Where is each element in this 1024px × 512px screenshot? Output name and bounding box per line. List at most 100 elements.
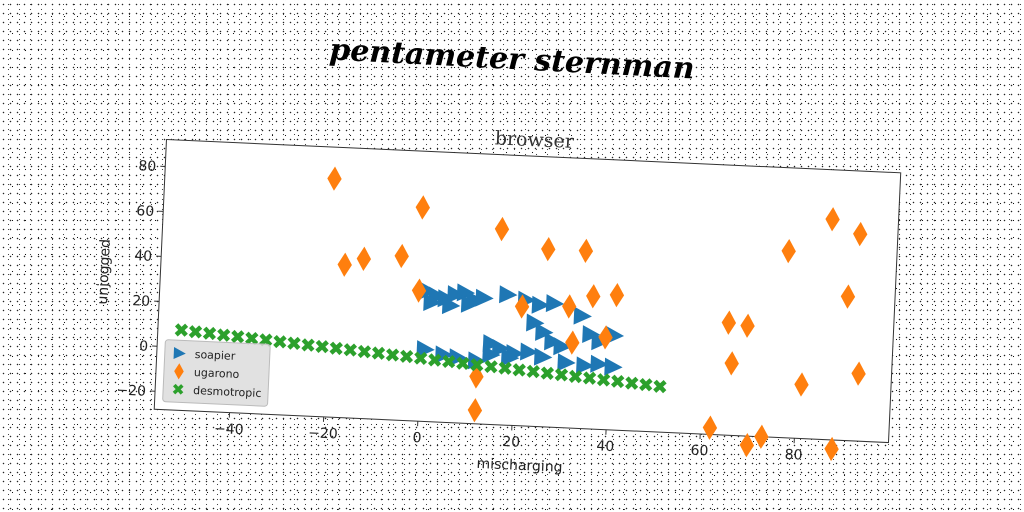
y-tick-label: 60: [136, 203, 155, 220]
legend-marker-soapier: [173, 347, 186, 360]
ugarono-point: [578, 238, 594, 264]
desmotropic-point: [371, 346, 386, 360]
soapier-point: [423, 293, 442, 312]
soapier-point: [573, 306, 592, 325]
soapier-point: [544, 332, 563, 351]
soapier-point: [475, 288, 494, 307]
soapier-point: [499, 285, 518, 304]
desmotropic-point: [470, 358, 484, 372]
ugarono-point: [562, 294, 577, 319]
y-axis-label: unjogged: [95, 239, 114, 305]
desmotropic-point: [554, 368, 569, 382]
desmotropic-point: [625, 376, 639, 390]
chart-title: browser: [494, 127, 575, 153]
ugarono-point: [851, 361, 866, 386]
desmotropic-point: [174, 323, 189, 337]
desmotropic-point: [596, 373, 611, 387]
chart-container: browser −40 −20 0 20 40 60 80 −20 0 20 40 60 80 misc…: [82, 91, 927, 488]
ugarono-point: [794, 372, 809, 397]
y-tick-label: 20: [132, 293, 151, 310]
x-tick-label: 20: [502, 434, 521, 451]
desmotropic-point: [413, 351, 428, 365]
series-desmotropic: [174, 323, 667, 394]
desmotropic-point: [498, 361, 512, 375]
ugarono-point: [825, 207, 840, 232]
desmotropic-point: [512, 363, 526, 377]
ugarono-point: [740, 313, 755, 338]
desmotropic-point: [456, 356, 470, 371]
legend-marker-ugarono: [174, 363, 184, 380]
ugarono-point: [467, 398, 483, 423]
desmotropic-point: [639, 377, 653, 392]
ugarono-point: [394, 243, 409, 269]
desmotropic-point: [653, 379, 667, 394]
desmotropic-point: [245, 331, 259, 346]
soapier-point: [482, 334, 502, 353]
soapier-point: [520, 342, 539, 361]
soapier-point: [531, 295, 550, 314]
ugarono-point: [598, 325, 613, 350]
legend-label-desmotropic: desmotropic: [193, 384, 262, 400]
legend-box: [162, 339, 271, 407]
soapier-point: [416, 340, 435, 359]
desmotropic-point: [273, 334, 287, 349]
ugarono-point: [609, 282, 625, 308]
ugarono-point: [337, 252, 352, 277]
ugarono-point: [721, 310, 737, 335]
axis-ticks: −40 −20 0 20 40 60 80 −20 0 20 40 60 80: [116, 158, 803, 464]
desmotropic-point: [442, 354, 456, 369]
y-tick-label: 80: [138, 158, 157, 175]
soapier-point: [526, 313, 545, 332]
soapier-point: [582, 325, 601, 344]
ugarono-point: [702, 415, 718, 440]
ugarono-point: [494, 216, 510, 242]
ugarono-point: [754, 424, 769, 449]
plot-area: [153, 138, 902, 444]
ugarono-point: [411, 278, 427, 303]
x-tick-label: 60: [690, 443, 709, 460]
desmotropic-point: [427, 353, 442, 367]
soapier-point: [467, 351, 487, 370]
soapier-point: [533, 347, 553, 366]
ugarono-point: [824, 436, 839, 462]
ugarono-point: [565, 330, 580, 355]
y-tick-label: −20: [116, 382, 146, 399]
ugarono-point: [853, 221, 868, 247]
ugarono-point: [514, 294, 530, 319]
legend-marker-desmotropic: [172, 383, 184, 395]
desmotropic-point: [343, 343, 358, 357]
ugarono-point: [327, 166, 342, 191]
soapier-point: [604, 357, 623, 376]
soapier-point: [447, 285, 466, 304]
ugarono-point: [415, 195, 430, 220]
ugarono-point: [586, 284, 601, 309]
soapier-point: [482, 345, 501, 364]
desmotropic-point: [385, 348, 400, 362]
x-tick-label: −40: [214, 421, 244, 438]
desmotropic-point: [188, 325, 203, 339]
desmotropic-point: [259, 333, 273, 347]
ugarono-point: [781, 238, 796, 264]
soapier-point: [437, 289, 456, 308]
desmotropic-point: [301, 338, 315, 352]
soapier-point: [590, 354, 609, 373]
x-tick-label: 80: [784, 447, 803, 464]
soapier-point: [491, 338, 511, 357]
ugarono-point: [739, 432, 755, 458]
soapier-point: [460, 294, 480, 313]
soapier-point: [449, 348, 468, 367]
soapier-point: [435, 345, 454, 364]
desmotropic-point: [287, 336, 301, 350]
x-tick-label: 40: [596, 438, 615, 455]
desmotropic-point: [610, 374, 625, 389]
legend-label-soapier: soapier: [194, 348, 236, 363]
soapier-point: [535, 322, 554, 341]
desmotropic-point: [484, 359, 498, 374]
legend: soapier ugarono desmotropic: [162, 339, 271, 407]
ugarono-point: [356, 246, 372, 271]
desmotropic-point: [568, 369, 583, 384]
soapier-point: [500, 348, 520, 367]
desmotropic-point: [230, 329, 245, 344]
soapier-point: [557, 353, 576, 372]
desmotropic-point: [582, 371, 597, 385]
